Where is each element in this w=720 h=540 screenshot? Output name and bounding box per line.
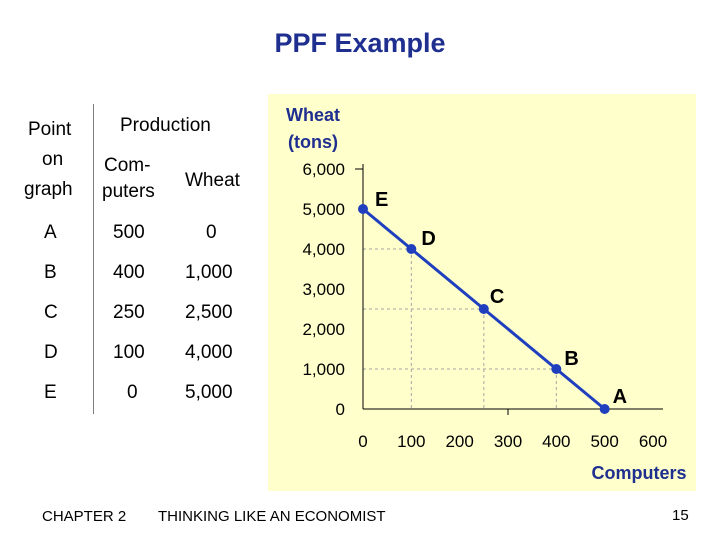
x-axis-label: Computers [591, 463, 686, 483]
row-d-computers: 100 [113, 342, 145, 363]
point-label-e: E [375, 189, 388, 211]
production-table: Point on graph Production Com- puters Wh… [0, 0, 270, 420]
header-production: Production [120, 115, 211, 136]
ppf-point-d [406, 244, 417, 254]
point-label-c: C [490, 286, 504, 308]
row-b-point: B [44, 262, 57, 283]
y-axis-label-line1: Wheat [286, 105, 340, 125]
table-divider [93, 104, 94, 414]
header-point-line1: Point [28, 119, 72, 140]
row-c-point: C [44, 302, 58, 323]
row-c-computers: 250 [113, 302, 145, 323]
ppf-point-b [551, 364, 562, 374]
slide-title: PPF Example [274, 28, 446, 58]
y-tick-label: 6,000 [302, 160, 345, 179]
row-e-computers: 0 [127, 382, 138, 403]
x-tick-label: 500 [590, 432, 618, 451]
footer-chapter-title: THINKING LIKE AN ECONOMIST [158, 508, 386, 525]
y-tick-label: 5,000 [302, 200, 345, 219]
point-label-b: B [564, 348, 578, 370]
ppf-chart: 0 1,000 2,000 3,000 4,000 5,000 6,000 0 100 200 30… [286, 105, 687, 483]
x-tick-label: 600 [639, 432, 667, 451]
row-b-wheat: 1,000 [185, 262, 233, 283]
row-d-wheat: 4,000 [185, 342, 233, 363]
ppf-point-a [599, 404, 610, 414]
header-wheat: Wheat [185, 170, 240, 191]
row-d-point: D [44, 342, 58, 363]
row-e-wheat: 5,000 [185, 382, 233, 403]
row-e-point: E [44, 382, 57, 403]
row-a-wheat: 0 [206, 222, 217, 243]
y-tick-label: 3,000 [302, 280, 345, 299]
header-point-line3: graph [24, 179, 73, 200]
header-point-line2: on [42, 149, 64, 170]
x-tick-label: 200 [445, 432, 473, 451]
header-computers-line2: puters [102, 181, 155, 202]
x-tick-label: 100 [397, 432, 425, 451]
row-a-computers: 500 [113, 222, 145, 243]
header-computers-line1: Com- [104, 155, 151, 176]
y-tick-label: 0 [336, 400, 345, 419]
ppf-point-c [478, 304, 489, 314]
y-tick-label: 2,000 [302, 320, 345, 339]
y-tick-label: 4,000 [302, 240, 345, 259]
x-tick-label: 300 [494, 432, 522, 451]
row-a-point: A [44, 222, 57, 243]
footer-chapter: CHAPTER 2 [42, 508, 127, 525]
x-tick-label: 400 [542, 432, 570, 451]
row-b-computers: 400 [113, 262, 145, 283]
point-label-d: D [421, 228, 435, 250]
chart-background [268, 94, 696, 491]
page-number: 15 [672, 507, 689, 524]
y-axis-label-line2: (tons) [288, 132, 338, 152]
point-label-a: A [613, 386, 627, 408]
row-c-wheat: 2,500 [185, 302, 233, 323]
y-tick-label: 1,000 [302, 360, 345, 379]
x-tick-label: 0 [358, 432, 367, 451]
ppf-point-e [358, 204, 368, 214]
